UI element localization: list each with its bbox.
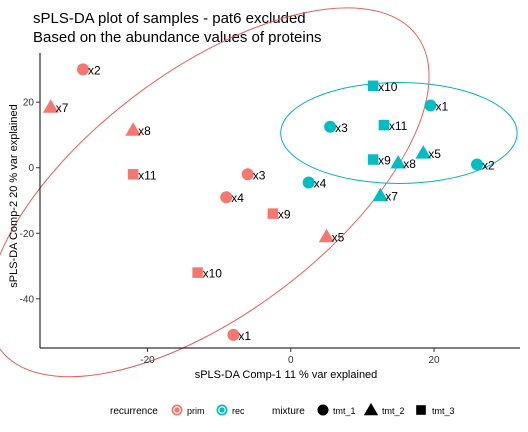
data-points — [42, 63, 484, 341]
x-axis-title: sPLS-DA Comp-1 11 % var explained — [195, 369, 378, 381]
point-label-rec-x2: x2 — [482, 158, 495, 172]
point-rec-x5 — [415, 145, 432, 159]
point-label-prim-x1: x1 — [238, 329, 251, 343]
point-rec-x10 — [367, 80, 379, 92]
point-label-prim-x5: x5 — [332, 231, 345, 245]
legend-key-tmt_3 — [416, 405, 426, 415]
point-label-prim-x9: x9 — [278, 208, 291, 222]
point-prim-x9 — [267, 208, 279, 219]
point-rec-x2 — [471, 158, 484, 171]
ellipse-rec — [280, 82, 518, 184]
point-rec-x4 — [302, 176, 315, 189]
legend-label-tmt3: tmt_3 — [432, 406, 455, 416]
point-prim-x7 — [42, 99, 59, 113]
point-label-prim-x3: x3 — [253, 168, 266, 182]
point-label-rec-x7: x7 — [385, 190, 398, 204]
point-prim-x4 — [220, 191, 233, 204]
point-prim-x11 — [127, 169, 139, 180]
x-tick-label: -20 — [140, 355, 155, 366]
legend-label-tmt2: tmt_2 — [382, 406, 405, 416]
point-rec-x8 — [390, 154, 407, 169]
point-prim-x1 — [227, 328, 240, 341]
point-label-rec-x11: x11 — [389, 119, 408, 133]
legend-color-title: recurrence — [110, 406, 158, 417]
point-label-prim-x11: x11 — [138, 168, 157, 182]
point-prim-x10 — [192, 267, 203, 278]
legend-key-tmt_1 — [317, 404, 329, 416]
legend-key-rec — [216, 404, 228, 416]
legend-key-ring-rec — [218, 406, 226, 414]
y-tick-label: -40 — [20, 294, 35, 305]
legend-key-tmt_2 — [363, 402, 379, 416]
legend: recurrence prim rec mixture tmt_1 tmt_2 … — [110, 402, 455, 417]
y-tick-label: 0 — [28, 163, 34, 174]
axes: -20 0 20 -40 -20 0 20 — [20, 53, 520, 366]
point-rec-x1 — [424, 99, 437, 112]
legend-label-prim: prim — [187, 406, 205, 416]
point-rec-x3 — [324, 120, 337, 133]
point-label-prim-x4: x4 — [231, 191, 244, 205]
point-label-rec-x8: x8 — [403, 157, 416, 171]
point-rec-x11 — [378, 119, 390, 131]
point-label-rec-x10: x10 — [378, 80, 398, 94]
point-label-rec-x4: x4 — [314, 176, 327, 190]
point-label-rec-x9: x9 — [378, 154, 391, 168]
legend-shape-title: mixture — [272, 406, 305, 417]
point-label-rec-x3: x3 — [335, 121, 348, 135]
y-tick-label: -20 — [20, 229, 35, 240]
point-label-prim-x7: x7 — [56, 101, 69, 115]
legend-label-tmt1: tmt_1 — [333, 406, 356, 416]
legend-label-rec: rec — [232, 406, 245, 416]
point-label-prim-x10: x10 — [203, 267, 223, 281]
y-tick-label: 20 — [23, 98, 35, 109]
y-axis-title: sPLS-DA Comp-2 20 % var explained — [8, 104, 20, 287]
point-prim-x8 — [125, 122, 141, 136]
chart-title-line-2: Based on the abundance values of protein… — [33, 29, 322, 46]
point-rec-x9 — [367, 154, 379, 165]
point-label-prim-x2: x2 — [88, 63, 101, 77]
point-prim-x3 — [241, 168, 254, 181]
confidence-ellipses — [0, 7, 518, 378]
legend-key-ring-prim — [173, 406, 181, 414]
chart-title-line-1: sPLS-DA plot of samples - pat6 excluded — [33, 10, 306, 27]
x-tick-label: 0 — [288, 355, 294, 366]
point-label-prim-x8: x8 — [138, 124, 151, 138]
point-prim-x5 — [318, 228, 335, 243]
point-label-rec-x1: x1 — [435, 99, 448, 113]
point-rec-x7 — [372, 187, 389, 202]
ellipse-prim — [0, 7, 430, 378]
x-tick-label: 20 — [428, 355, 440, 366]
point-prim-x2 — [76, 63, 89, 76]
point-labels: x2 x7 x8 x11 x3 x4 x9 x5 x10 x1 x10 x1 x3 x11 x5 x9 x8 x2… — [56, 63, 495, 343]
point-label-rec-x5: x5 — [428, 147, 441, 161]
legend-key-prim — [171, 404, 183, 416]
